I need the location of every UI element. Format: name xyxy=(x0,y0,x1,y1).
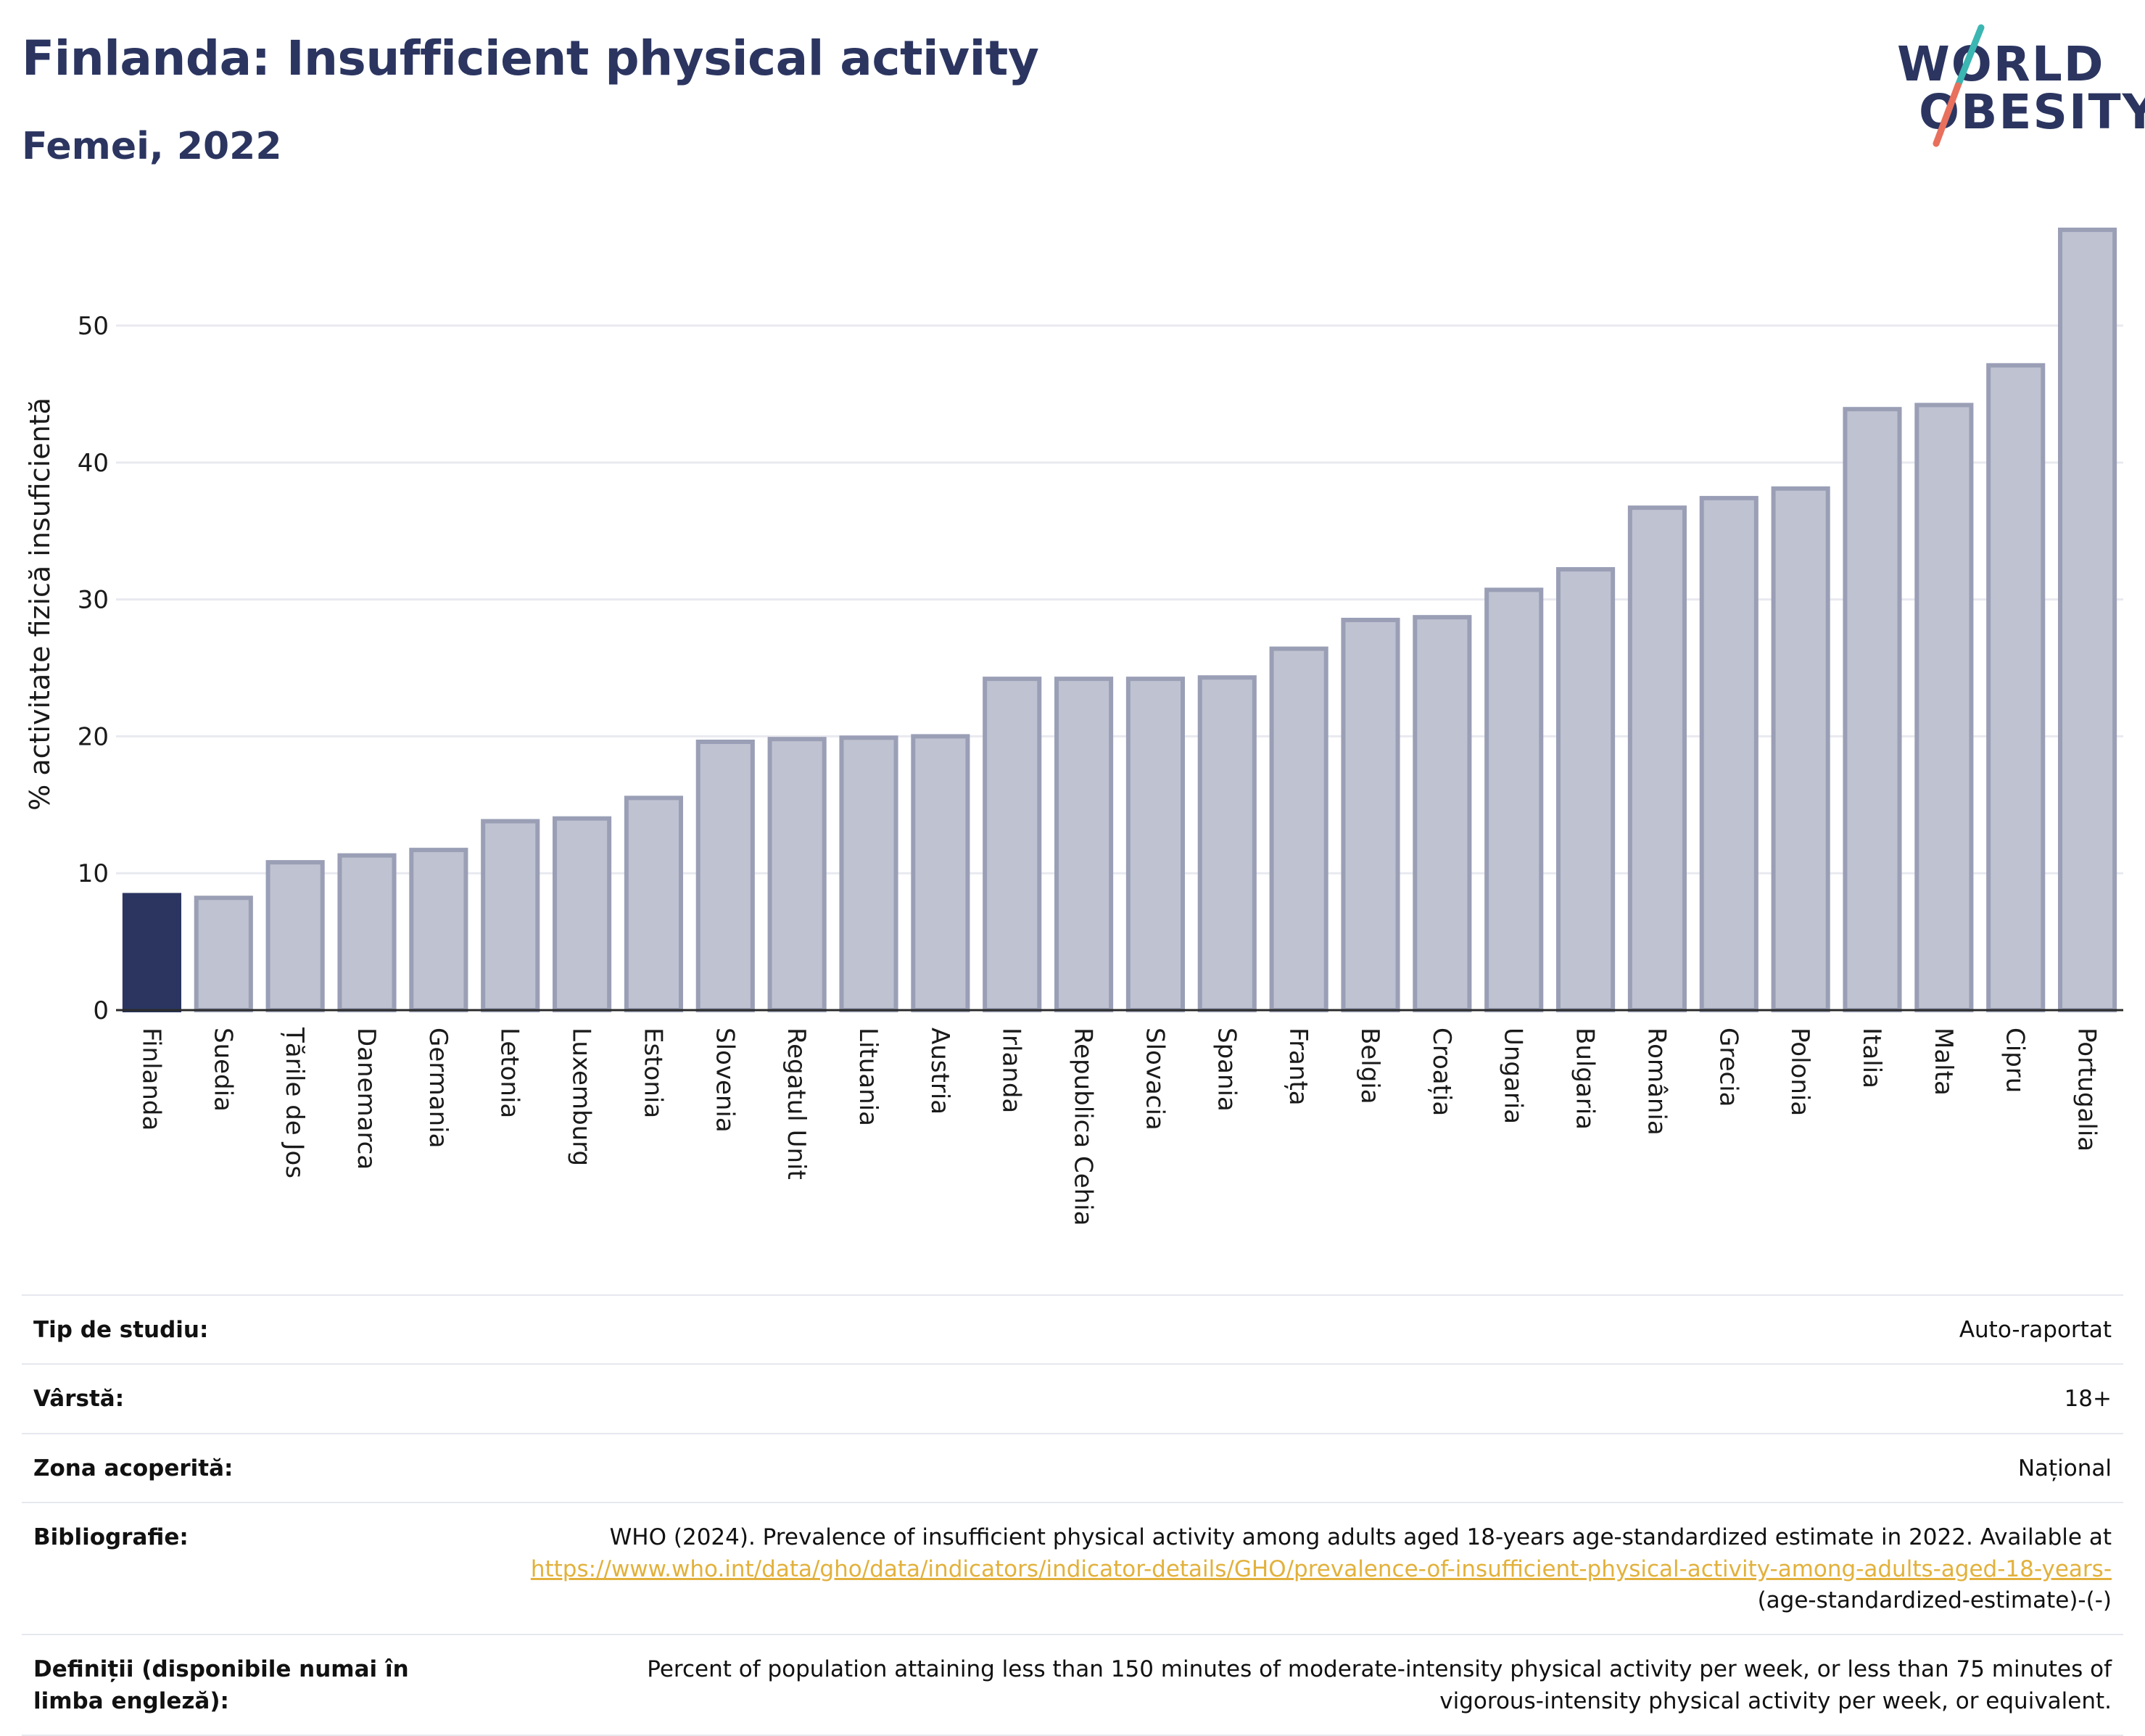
y-tick-label: 20 xyxy=(78,722,109,751)
x-category-label: Grecia xyxy=(1714,1028,1743,1107)
x-category-label: Slovacia xyxy=(1140,1028,1169,1131)
info-table: Tip de studiu: Auto-raportat Vârstă: 18+… xyxy=(22,1294,2123,1736)
age-label: Vârstă: xyxy=(33,1386,125,1413)
x-category-label: Franța xyxy=(1284,1028,1313,1106)
bar[interactable] xyxy=(839,735,898,1012)
bar[interactable] xyxy=(337,853,397,1013)
coverage-value: Național xyxy=(2017,1455,2112,1481)
bibliography-value: WHO (2024). Prevalence of insufficient p… xyxy=(483,1522,2112,1616)
x-category-label: Polonia xyxy=(1785,1028,1814,1116)
x-category-label: Lituania xyxy=(854,1028,883,1126)
definitions-value: Percent of population attaining less tha… xyxy=(647,1656,2112,1714)
bar[interactable] xyxy=(2058,227,2117,1013)
y-axis-title: % activitate fizică insuficientă xyxy=(24,397,56,811)
bar[interactable] xyxy=(553,816,612,1013)
x-category-label: Bulgaria xyxy=(1571,1028,1600,1130)
bar[interactable] xyxy=(1627,505,1687,1012)
bar[interactable] xyxy=(1986,363,2046,1012)
x-category-label: Croația xyxy=(1427,1028,1456,1116)
info-row-coverage: Zona acoperită: Național xyxy=(22,1432,2123,1502)
bar[interactable] xyxy=(1914,402,1974,1012)
x-category-label: Regatul Unit xyxy=(782,1028,811,1180)
bar[interactable] xyxy=(1771,486,1830,1012)
x-category-labels: Finlanda Suedia Țările de Jos Danemarca Germ… xyxy=(136,1027,2101,1225)
info-row-study-type: Tip de studiu: Auto-raportat xyxy=(22,1294,2123,1363)
bar-chart: 0 10 20 30 40 50 Finlanda Suedia Țările de Jos D… xyxy=(24,227,2123,1225)
bar[interactable] xyxy=(1125,677,1185,1012)
logo-slash-icon xyxy=(1933,24,1985,147)
coverage-label: Zona acoperită: xyxy=(33,1455,233,1481)
bibliography-suffix: (age-standardized-estimate)-(-) xyxy=(1757,1587,2112,1613)
x-category-label: Spania xyxy=(1212,1028,1241,1112)
bar[interactable] xyxy=(1843,407,1902,1012)
bibliography-text: WHO (2024). Prevalence of insufficient p… xyxy=(609,1524,2112,1551)
info-row-age: Vârstă: 18+ xyxy=(22,1363,2123,1432)
bars xyxy=(122,227,2117,1013)
chart-title: Finlanda: Insufficient physical activity xyxy=(22,30,1039,86)
x-category-label: Estonia xyxy=(638,1028,667,1118)
bar[interactable] xyxy=(1556,567,1616,1012)
bar[interactable] xyxy=(911,734,970,1013)
x-category-label: Luxemburg xyxy=(567,1028,596,1166)
x-category-label: Italia xyxy=(1857,1028,1886,1088)
bar-highlighted[interactable] xyxy=(122,893,181,1013)
x-category-label: Irlanda xyxy=(997,1028,1026,1113)
bar[interactable] xyxy=(695,739,755,1012)
x-category-label: Letonia xyxy=(495,1028,524,1118)
bar[interactable] xyxy=(409,848,468,1012)
x-category-label: Cipru xyxy=(2001,1028,2030,1093)
info-row-bibliography: Bibliografie: WHO (2024). Prevalence of … xyxy=(22,1502,2123,1634)
x-category-label: Slovenia xyxy=(710,1028,739,1133)
y-tick-labels: 0 10 20 30 40 50 xyxy=(78,312,109,1025)
y-tick-label: 40 xyxy=(78,449,109,478)
x-category-label: Germania xyxy=(423,1028,452,1148)
bar[interactable] xyxy=(983,677,1042,1012)
x-category-label: România xyxy=(1642,1028,1671,1136)
y-tick-label: 30 xyxy=(78,586,109,615)
bibliography-label: Bibliografie: xyxy=(33,1524,189,1551)
x-category-label: Țările de Jos xyxy=(280,1027,309,1178)
bibliography-link[interactable]: https://www.who.int/data/gho/data/indica… xyxy=(530,1555,2112,1582)
study-type-value: Auto-raportat xyxy=(1959,1317,2112,1343)
age-value: 18+ xyxy=(2064,1386,2112,1413)
y-tick-label: 10 xyxy=(78,859,109,888)
bar[interactable] xyxy=(767,737,827,1012)
x-category-label: Ungaria xyxy=(1499,1028,1528,1124)
x-category-label: Danemarca xyxy=(352,1028,381,1170)
bar[interactable] xyxy=(1269,646,1328,1012)
y-tick-label: 0 xyxy=(93,996,109,1025)
bar[interactable] xyxy=(1197,675,1257,1013)
x-category-label: Austria xyxy=(925,1028,954,1115)
world-obesity-logo: WORLD OBESITY xyxy=(1885,22,2145,152)
x-category-label: Belgia xyxy=(1355,1028,1384,1104)
x-category-label: Finlanda xyxy=(136,1028,165,1131)
bar[interactable] xyxy=(1054,677,1114,1012)
bar[interactable] xyxy=(1699,495,1758,1012)
bar[interactable] xyxy=(1484,587,1544,1012)
study-type-label: Tip de studiu: xyxy=(33,1317,209,1343)
x-category-label: Republica Cehia xyxy=(1069,1028,1098,1225)
bar[interactable] xyxy=(481,819,540,1013)
bar[interactable] xyxy=(624,795,683,1013)
bar[interactable] xyxy=(1413,615,1472,1012)
info-row-definitions: Definiții (disponibile numai în limba en… xyxy=(22,1634,2123,1736)
chart-subtitle: Femei, 2022 xyxy=(22,125,282,168)
y-tick-label: 50 xyxy=(78,312,109,341)
bar[interactable] xyxy=(194,896,253,1013)
x-category-label: Suedia xyxy=(208,1028,237,1112)
definitions-label: Definiții (disponibile numai în limba en… xyxy=(33,1656,409,1714)
x-category-label: Malta xyxy=(1929,1028,1958,1096)
logo-word-world: WORLD xyxy=(1897,36,2105,92)
bar[interactable] xyxy=(265,860,325,1012)
bar[interactable] xyxy=(1341,617,1400,1012)
x-category-label: Portugalia xyxy=(2072,1028,2101,1152)
